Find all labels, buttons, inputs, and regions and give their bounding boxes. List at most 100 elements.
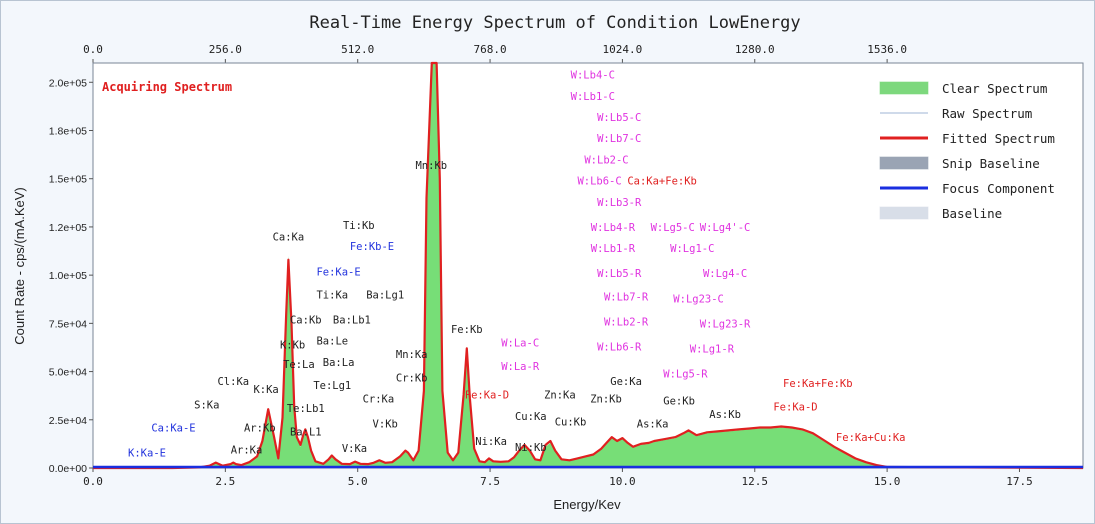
x-tick-label: 10.0 (609, 475, 636, 488)
peak-label: Ti:Ka (316, 289, 348, 301)
peak-label: Ba:Lg1 (366, 289, 404, 301)
y-axis-label: Count Rate - cps/(mA.KeV) (12, 187, 27, 345)
peak-label: W:Lg1-C (670, 243, 714, 255)
peak-label: W:Lb2-R (604, 316, 649, 328)
peak-label: Ca:Kb (290, 315, 322, 327)
peak-label: W:Lg4'-C (700, 222, 751, 234)
peak-label: W:La-C (501, 338, 539, 350)
peak-label: Ar:Kb (244, 423, 276, 435)
x-tick-label: 0.0 (83, 475, 103, 488)
peak-label: Cl:Ka (217, 376, 249, 388)
y-tick-label: 7.5e+04 (49, 318, 87, 330)
peak-label: Fe:Ka+Cu:Ka (836, 432, 906, 444)
legend-label: Baseline (942, 206, 1002, 221)
x-tick-label: 17.5 (1006, 475, 1033, 488)
peak-label: Ge:Ka (610, 376, 642, 388)
peak-label: W:Lb4-C (571, 70, 615, 82)
peak-label: W:Lb7-R (604, 291, 649, 303)
peak-label: Te:La (283, 359, 315, 371)
chart-title: Real-Time Energy Spectrum of Condition L… (309, 13, 800, 33)
peak-label: Ca:Ka+Fe:Kb (627, 176, 697, 188)
peak-label: W:Lb1-C (571, 91, 615, 103)
top-tick-label: 1536.0 (867, 43, 907, 56)
peak-label: Cr:Kb (396, 372, 428, 384)
peak-label: Ti:Kb (343, 220, 375, 232)
y-tick-label: 1.8e+05 (49, 126, 87, 138)
peak-label: Fe:Ka-D (465, 390, 509, 402)
peak-label: Fe:Ka-D (773, 401, 817, 413)
peak-label: Ba:La (323, 357, 355, 369)
peak-label: As:Kb (709, 409, 741, 421)
peak-label: Ba:Lb1 (333, 315, 371, 327)
peak-label: Cu:Ka (515, 411, 547, 423)
top-tick-label: 1024.0 (603, 43, 643, 56)
legend-label: Focus Component (942, 181, 1055, 196)
y-tick-label: 2.5e+04 (49, 415, 87, 427)
peak-label: Te:Lg1 (313, 380, 351, 392)
peak-label: K:Ka (253, 384, 278, 396)
x-axis: 0.0 2.5 5.0 7.5 10.0 12.5 15.0 17.5 (83, 468, 1033, 488)
peak-label: W:Lg4-C (703, 268, 747, 280)
y-tick-label: 5.0e+04 (49, 367, 87, 379)
peak-label: Ar:Ka (231, 445, 263, 457)
legend-label: Snip Baseline (942, 156, 1040, 171)
x-tick-label: 2.5 (215, 475, 235, 488)
y-tick-label: 1.2e+05 (49, 222, 87, 234)
peak-label: W:Lb7-C (597, 133, 641, 145)
peak-label: As:Ka (637, 419, 669, 431)
x-tick-label: 7.5 (480, 475, 500, 488)
top-tick-label: 768.0 (473, 43, 506, 56)
y-axis: 0.0e+00 2.5e+04 5.0e+04 7.5e+04 1.0e+05 1.2e+… (49, 77, 93, 475)
legend-swatch (879, 206, 929, 220)
peak-label: Fe:Ka+Fe:Kb (783, 378, 853, 390)
top-axis: 0.0 256.0 512.0 768.0 1024.0 1280.0 1536.0 (83, 43, 1083, 64)
y-tick-label: 0.0e+00 (49, 463, 87, 475)
peak-label: Zn:Kb (590, 394, 622, 406)
peak-label: V:Kb (373, 419, 398, 431)
peak-label: Ni:Ka (475, 436, 507, 448)
acquiring-status: Acquiring Spectrum (102, 80, 232, 94)
x-tick-label: 12.5 (742, 475, 769, 488)
legend-swatch (879, 81, 929, 95)
peak-label: Ba:Le (316, 336, 348, 348)
y-tick-label: 1.5e+05 (49, 174, 87, 186)
legend: Clear Spectrum Raw Spectrum Fitted Spectru… (879, 81, 1055, 221)
top-tick-label: 512.0 (341, 43, 374, 56)
peak-label: Cu:Kb (555, 417, 587, 429)
peak-label: W:Lb2-C (584, 154, 628, 166)
peak-label: Zn:Ka (544, 390, 576, 402)
peak-label: Mn:Ka (396, 349, 428, 361)
peak-label: W:Lg1-R (690, 343, 735, 355)
x-axis-label: Energy/Kev (553, 497, 621, 512)
top-tick-label: 0.0 (83, 43, 103, 56)
peak-label: W:Lg5-C (651, 222, 695, 234)
y-tick-label: 1.0e+05 (49, 270, 87, 282)
fitted-spectrum-line (93, 61, 1084, 470)
legend-label: Fitted Spectrum (942, 131, 1055, 146)
peak-label: W:La-R (501, 361, 540, 373)
top-tick-label: 1280.0 (735, 43, 775, 56)
peak-label: W:Lb5-C (597, 112, 641, 124)
peak-label: W:Lg23-C (673, 293, 724, 305)
legend-label: Raw Spectrum (942, 106, 1032, 121)
peak-label: W:Lb3-R (597, 197, 642, 209)
legend-swatch (879, 156, 929, 170)
x-tick-label: 5.0 (348, 475, 368, 488)
peak-label: Ca:Ka-E (151, 423, 195, 435)
peak-label: W:Lb6-C (577, 176, 621, 188)
peak-label: W:Lg5-R (663, 369, 708, 381)
peak-label: W:Lg23-R (700, 318, 751, 330)
peak-label: Cr:Ka (363, 394, 395, 406)
legend-label: Clear Spectrum (942, 81, 1047, 96)
peak-label: Ca:Ka (273, 232, 305, 244)
peak-label: K:Kb (280, 340, 305, 352)
peak-label: S:Ka (194, 399, 219, 411)
peak-label: W:Lb1-R (591, 243, 636, 255)
peak-label: V:Ka (342, 443, 367, 455)
y-tick-label: 2.0e+05 (49, 77, 87, 89)
peak-label: Fe:Kb-E (350, 241, 394, 253)
peak-label: K:Ka-E (128, 448, 166, 460)
peak-label: Ni:Kb (515, 442, 547, 454)
top-tick-label: 256.0 (209, 43, 242, 56)
